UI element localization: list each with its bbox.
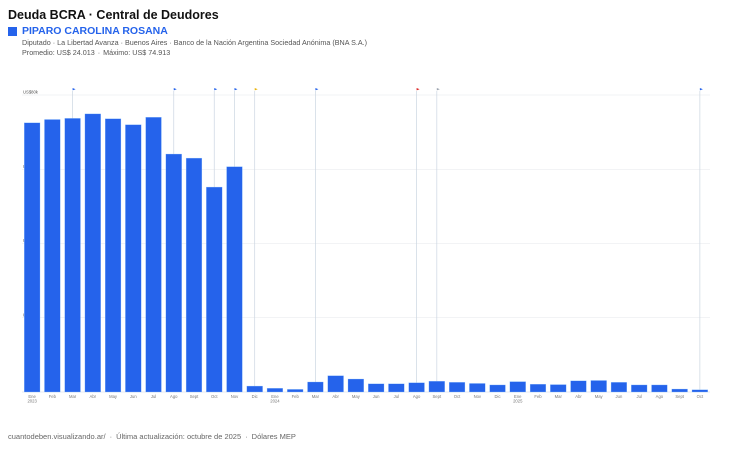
x-tick-label: Nov (231, 394, 239, 399)
bar (105, 118, 122, 393)
bar (590, 380, 607, 393)
legend-swatch (8, 26, 17, 36)
person-details: Diputado · La Libertad Avanza · Buenos A… (22, 38, 368, 47)
event-flag-icon (234, 88, 238, 91)
person-name-label: PIPARO CAROLINA ROSANA (22, 25, 168, 37)
bar (368, 383, 385, 393)
bar (651, 384, 668, 393)
x-tick-label: Sept (190, 394, 199, 399)
x-tick-label: Sept (675, 394, 684, 399)
max-stat: Máximo: US$ 74.913 (103, 48, 171, 57)
x-tick-label: Dic (252, 394, 258, 399)
x-tick-label: Jun (616, 394, 623, 399)
bar (610, 382, 627, 393)
event-flag-icon (72, 88, 76, 91)
bar (246, 385, 263, 393)
x-tick-label: May (352, 394, 361, 399)
bar (206, 186, 223, 393)
x-tick-year-label: 2024 (270, 399, 280, 404)
bar (307, 381, 324, 393)
footer-currency: Dólares MEP (251, 432, 296, 441)
x-tick-label: Oct (211, 394, 218, 399)
bar (529, 384, 547, 393)
event-flag-icon (315, 88, 319, 91)
x-tick-label: Mar (555, 394, 563, 399)
x-tick-year-label: 2023 (27, 399, 37, 404)
footer-updated: Última actualización: octubre de 2025 (116, 432, 242, 441)
bar (570, 380, 587, 393)
bar (84, 113, 101, 393)
x-tick-label: Abr (575, 394, 582, 399)
event-flag-icon (214, 88, 218, 91)
bar (125, 124, 142, 393)
bar (469, 383, 486, 393)
x-tick-label: May (595, 394, 604, 399)
x-tick-label: Ene (28, 394, 36, 399)
bar (550, 384, 567, 393)
x-tick-label: Jul (151, 394, 156, 399)
x-tick-label: May (109, 394, 118, 399)
x-tick-label: Oct (697, 394, 704, 399)
bar (449, 382, 466, 393)
x-tick-label: Jun (373, 394, 380, 399)
bar (691, 389, 708, 393)
stats-line: Promedio: US$ 24.013 · Máximo: US$ 74.913 (22, 48, 171, 57)
bar (408, 382, 425, 393)
event-flag-icon (699, 88, 703, 91)
bar (287, 389, 304, 393)
bar (266, 388, 283, 393)
event-flag-icon (416, 88, 420, 91)
bar (509, 381, 526, 393)
x-tick-label: Feb (292, 394, 300, 399)
bar (145, 117, 162, 393)
x-tick-label: Oct (454, 394, 461, 399)
x-tick-label: Sept (433, 394, 442, 399)
bar (347, 378, 364, 393)
x-tick-year-label: 2025 (513, 399, 523, 404)
bar (185, 157, 203, 393)
average-stat: Promedio: US$ 24.013 (22, 48, 95, 57)
bar (24, 122, 41, 393)
chart-title: Deuda BCRA · Central de Deudores (8, 8, 219, 22)
x-tick-label: Ago (413, 394, 421, 399)
bar (165, 153, 182, 393)
event-flag-icon (436, 88, 440, 91)
bar (388, 383, 405, 393)
bar (631, 384, 648, 393)
bar (489, 384, 506, 393)
x-tick-label: Jul (636, 394, 641, 399)
y-tick-label: US$80k (23, 90, 39, 95)
event-flag-icon (173, 88, 177, 91)
x-tick-label: Jun (130, 394, 137, 399)
bar (327, 375, 344, 393)
bar (64, 118, 81, 393)
x-tick-label: Mar (312, 394, 320, 399)
bar (428, 381, 445, 393)
x-tick-label: Mar (69, 394, 77, 399)
x-tick-label: Dic (494, 394, 500, 399)
bar (226, 166, 243, 393)
footer: cuantodeben.visualizando.ar/· Última actu… (8, 432, 296, 441)
x-tick-label: Abr (90, 394, 97, 399)
x-tick-label: Abr (332, 394, 339, 399)
bar (671, 388, 688, 393)
x-tick-label: Ene (271, 394, 279, 399)
x-tick-label: Feb (534, 394, 542, 399)
x-tick-label: Ene (514, 394, 522, 399)
x-tick-label: Nov (474, 394, 482, 399)
x-tick-label: Jul (394, 394, 399, 399)
event-flag-icon (254, 88, 258, 91)
bar (44, 119, 61, 393)
x-tick-label: Ago (656, 394, 664, 399)
footer-site[interactable]: cuantodeben.visualizando.ar/ (8, 432, 106, 441)
x-tick-label: Ago (170, 394, 178, 399)
x-tick-label: Feb (49, 394, 57, 399)
person-name: PIPARO CAROLINA ROSANA (8, 25, 168, 37)
